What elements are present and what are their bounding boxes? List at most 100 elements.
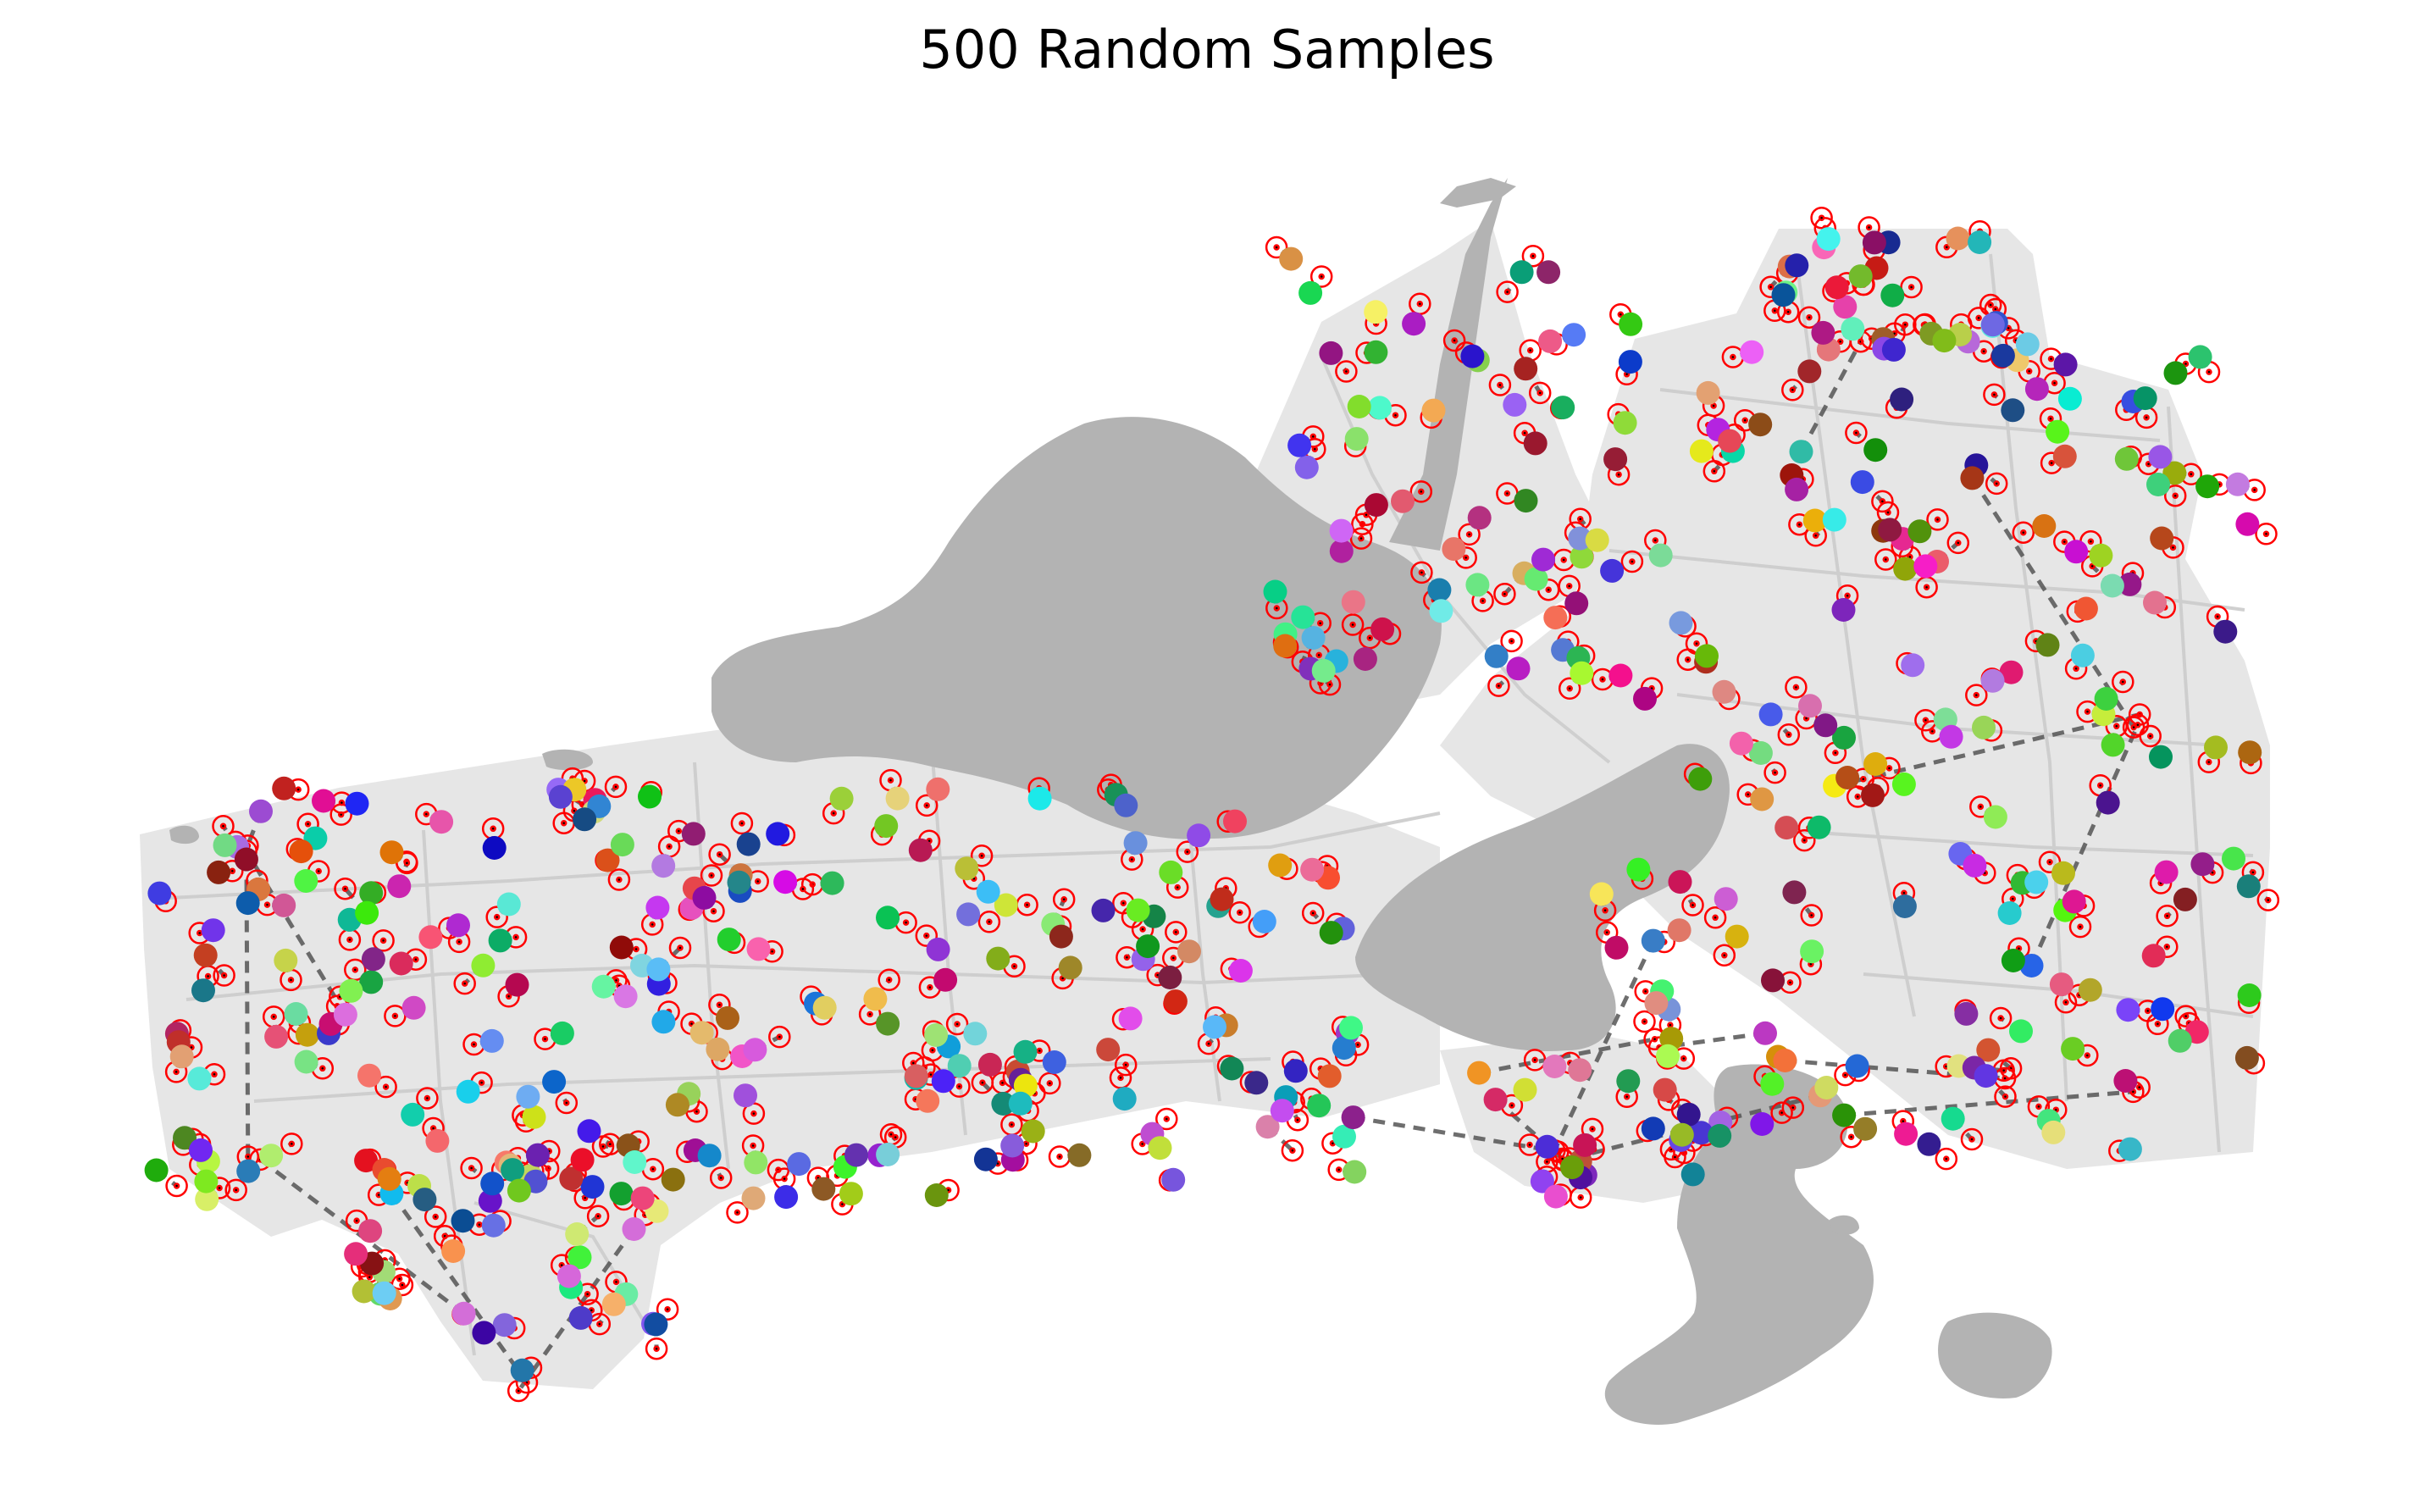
sample-point xyxy=(169,1044,194,1069)
snap-target-center xyxy=(423,811,430,817)
snap-target-center xyxy=(708,872,715,879)
sample-point xyxy=(986,946,1010,971)
snap-target-center xyxy=(2009,895,2017,902)
sample-point xyxy=(234,847,258,872)
sample-point xyxy=(692,885,717,910)
sample-point xyxy=(1542,1055,1567,1078)
snap-target xyxy=(668,936,692,960)
snap-target-center xyxy=(2047,355,2055,363)
sample-point xyxy=(1972,715,1996,739)
snap-target-center xyxy=(1309,433,1317,440)
sample-point xyxy=(947,1054,972,1078)
snap-target xyxy=(586,1205,610,1228)
sample-point xyxy=(811,1177,836,1201)
sample-point xyxy=(1568,526,1592,551)
sample-point xyxy=(1530,1169,1554,1194)
sample-point xyxy=(480,1171,505,1196)
sample-point xyxy=(1980,668,2005,693)
sample-point xyxy=(507,1178,531,1203)
snap-target-center xyxy=(1667,1022,1674,1028)
snap-target-center xyxy=(1205,1040,1212,1047)
snap-target-center xyxy=(2144,1007,2151,1015)
snap-link xyxy=(2029,723,2140,967)
snap-target-center xyxy=(1599,676,1606,683)
river-channel xyxy=(1440,178,1516,208)
snap-target-center xyxy=(2154,1021,2162,1027)
snap-target-center xyxy=(2135,1083,2143,1091)
sample-point xyxy=(1688,767,1713,791)
sample-point xyxy=(401,995,426,1020)
snap-target-center xyxy=(1680,1055,1687,1062)
snap-target-center xyxy=(399,1282,406,1288)
sample-point xyxy=(1841,317,1865,341)
sample-point xyxy=(1892,894,1917,918)
sample-point xyxy=(2225,472,2250,496)
snap-target-center xyxy=(2020,529,2027,536)
sample-point xyxy=(187,1066,212,1091)
snap-target xyxy=(730,811,754,835)
snap-target-center xyxy=(1326,681,1333,688)
snap-target-center xyxy=(754,878,761,885)
snap-target-center xyxy=(1980,347,1987,355)
snap-target xyxy=(1493,582,1516,606)
sample-point xyxy=(638,784,662,809)
sample-point xyxy=(2073,596,2098,621)
snap-target-center xyxy=(232,1187,240,1194)
snap-target-center xyxy=(885,977,893,983)
snap-target xyxy=(1926,508,1949,531)
snap-target-center xyxy=(1366,634,1374,641)
sample-point xyxy=(451,1301,476,1326)
sample-point xyxy=(580,1175,605,1199)
sample-point xyxy=(1114,793,1138,817)
sample-point xyxy=(1589,882,1614,906)
snap-target-center xyxy=(1531,1056,1538,1064)
snap-target-center xyxy=(382,1083,390,1090)
snap-target xyxy=(1487,674,1510,697)
sample-point xyxy=(1798,694,1822,718)
sample-point xyxy=(1932,329,1957,353)
snap-target-center xyxy=(1343,368,1350,375)
snap-target-center xyxy=(287,977,295,983)
sample-point xyxy=(1460,344,1485,368)
sample-point xyxy=(1341,590,1365,614)
sample-point xyxy=(601,1292,626,1316)
snap-target xyxy=(1845,421,1868,445)
snap-target-center xyxy=(1349,621,1356,629)
snap-target-center xyxy=(1786,731,1792,739)
snap-target-center xyxy=(1120,900,1127,906)
snap-link xyxy=(1970,477,2136,728)
sample-point xyxy=(1244,1071,1269,1095)
snap-link xyxy=(1493,1098,1564,1160)
sample-point xyxy=(1091,898,1116,922)
snap-target-center xyxy=(2062,999,2069,1006)
snap-target-center xyxy=(1603,929,1610,936)
sample-point xyxy=(294,869,318,893)
snap-target xyxy=(224,1178,247,1202)
sample-point xyxy=(741,1186,766,1210)
sample-point xyxy=(1669,1122,1694,1147)
sample-point xyxy=(591,974,616,999)
sample-point xyxy=(1813,713,1838,738)
snap-target-center xyxy=(1790,1104,1797,1111)
sample-point xyxy=(1850,470,1874,495)
snap-target-center xyxy=(1576,516,1584,523)
snap-target xyxy=(726,1201,749,1224)
sample-point xyxy=(863,987,888,1011)
sample-point xyxy=(955,856,979,881)
sample-point xyxy=(1901,653,1925,678)
snap-target-center xyxy=(1565,583,1573,590)
snap-link xyxy=(244,850,348,1016)
snap-target-center xyxy=(1008,1121,1016,1128)
sample-point xyxy=(1890,387,1914,412)
sample-point xyxy=(2001,398,2025,423)
sample-point xyxy=(236,1159,261,1183)
sample-point xyxy=(623,1150,647,1174)
snap-target-center xyxy=(341,885,349,892)
snap-target-center xyxy=(1545,586,1552,593)
snap-target-center xyxy=(1479,597,1487,605)
sample-point xyxy=(2141,944,2166,968)
sample-point xyxy=(933,967,958,992)
snap-target-center xyxy=(1689,901,1697,909)
snap-target-center xyxy=(432,1213,439,1221)
snap-target-center xyxy=(571,807,578,814)
